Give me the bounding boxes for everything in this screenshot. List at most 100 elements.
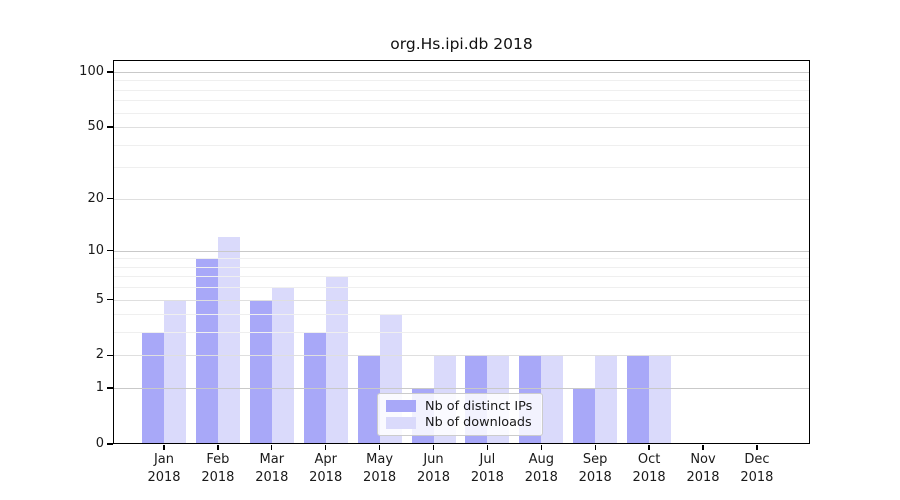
- bar-distinct-ips-sep: [573, 388, 596, 444]
- gridline-8: [113, 266, 810, 268]
- y-axis-tick: [107, 387, 113, 389]
- month-label: Apr: [314, 452, 337, 467]
- year-label: 2018: [524, 469, 558, 485]
- x-axis-tick: [163, 445, 165, 450]
- month-label: May: [366, 452, 394, 467]
- gridline-90: [113, 80, 810, 82]
- month-label: Dec: [744, 452, 770, 467]
- y-axis-tick: [107, 443, 113, 445]
- gridline-6: [113, 287, 810, 289]
- gridline-20: [113, 198, 810, 200]
- legend-item-distinct-ips: Nb of distinct IPs: [386, 398, 534, 414]
- x-axis-tick-label: Feb 2018: [190, 451, 246, 486]
- bar-distinct-ips-mar: [249, 299, 272, 444]
- year-label: 2018: [686, 469, 720, 485]
- gridline-5: [113, 299, 810, 301]
- x-axis-tick: [756, 445, 758, 450]
- year-label: 2018: [416, 469, 451, 485]
- legend-item-downloads: Nb of downloads: [386, 415, 534, 431]
- bar-distinct-ips-may: [357, 355, 380, 444]
- x-axis-tick-label: Dec 2018: [729, 451, 785, 486]
- bar-distinct-ips-oct: [627, 355, 650, 444]
- gridline-1: [113, 388, 810, 390]
- gridline-60: [113, 112, 810, 114]
- legend: Nb of distinct IPs Nb of downloads: [377, 393, 543, 436]
- x-axis-tick: [594, 445, 596, 450]
- x-axis-tick-label: Jul 2018: [459, 451, 515, 486]
- bar-downloads-aug: [541, 355, 564, 444]
- gridline-7: [113, 276, 810, 278]
- year-label: 2018: [632, 469, 666, 485]
- x-axis-tick: [540, 445, 542, 450]
- y-axis-tick: [107, 126, 113, 128]
- bar-downloads-feb: [217, 237, 240, 444]
- month-label: Jul: [479, 452, 496, 467]
- year-label: 2018: [309, 469, 343, 485]
- year-label: 2018: [201, 469, 235, 485]
- gridline-3: [113, 332, 810, 334]
- x-axis-tick: [432, 445, 435, 450]
- x-axis-tick-label: Aug 2018: [513, 451, 569, 486]
- gridline-9: [113, 258, 810, 260]
- legend-swatch-downloads: [386, 416, 416, 429]
- month-label: Sep: [582, 452, 608, 467]
- x-axis-tick: [271, 445, 273, 450]
- year-label: 2018: [363, 469, 397, 485]
- x-axis-tick-label: Oct 2018: [621, 451, 677, 486]
- y-axis-tick: [107, 250, 113, 252]
- x-axis-tick-label: Sep 2018: [567, 451, 623, 486]
- gridline-10: [113, 250, 810, 252]
- month-label: Aug: [528, 452, 554, 467]
- y-axis-tick-label: 20: [87, 190, 104, 206]
- x-axis-tick: [217, 445, 219, 450]
- month-label: Nov: [690, 452, 716, 467]
- gridline-2: [113, 355, 810, 357]
- legend-label-distinct-ips: Nb of distinct IPs: [425, 398, 533, 414]
- month-label: Mar: [259, 452, 285, 467]
- y-axis-tick-label: 0: [95, 436, 104, 451]
- y-axis-tick-label: 100: [79, 64, 104, 80]
- y-axis-tick-label: 50: [87, 119, 104, 135]
- x-axis-tick-label: Apr 2018: [298, 451, 354, 486]
- y-axis-tick-label: 5: [95, 291, 104, 307]
- x-axis-tick-label: Jun 2018: [406, 451, 462, 486]
- x-axis-tick: [648, 445, 650, 450]
- gridline-50: [113, 127, 810, 129]
- x-axis-tick: [325, 445, 327, 450]
- bar-downloads-jan: [164, 299, 186, 444]
- x-axis-tick-label: Mar 2018: [244, 451, 300, 486]
- y-axis-tick: [107, 354, 113, 357]
- y-axis-tick: [107, 71, 113, 73]
- year-label: 2018: [578, 469, 612, 485]
- gridline-4: [113, 314, 810, 316]
- month-label: Oct: [637, 452, 661, 467]
- year-label: 2018: [255, 469, 289, 485]
- month-label: Jan: [153, 452, 175, 467]
- y-axis-tick: [107, 298, 113, 301]
- month-label: Jun: [423, 452, 444, 467]
- gridline-80: [113, 89, 810, 91]
- gridline-30: [113, 167, 810, 169]
- bar-downloads-sep: [595, 355, 618, 444]
- x-axis-tick: [486, 445, 489, 450]
- x-axis-tick: [378, 445, 381, 450]
- x-axis-tick-label: Nov 2018: [675, 451, 731, 486]
- y-axis-tick-label: 1: [95, 380, 104, 396]
- year-label: 2018: [470, 469, 504, 485]
- bar-downloads-apr: [325, 276, 348, 444]
- gridline-70: [113, 100, 810, 102]
- x-axis-tick: [702, 445, 704, 450]
- bar-downloads-mar: [271, 287, 294, 444]
- y-axis-tick-label: 10: [87, 242, 104, 258]
- y-axis-tick: [107, 197, 113, 200]
- x-axis-tick-label: May 2018: [352, 451, 408, 486]
- legend-label-downloads: Nb of downloads: [425, 415, 532, 431]
- year-label: 2018: [740, 469, 774, 485]
- bar-distinct-ips-feb: [195, 258, 218, 444]
- bar-downloads-oct: [649, 355, 672, 444]
- chart-title: org.Hs.ipi.db 2018: [390, 35, 533, 53]
- gridline-100: [113, 72, 810, 74]
- year-label: 2018: [147, 469, 181, 485]
- x-axis-tick-label: Jan 2018: [136, 451, 192, 486]
